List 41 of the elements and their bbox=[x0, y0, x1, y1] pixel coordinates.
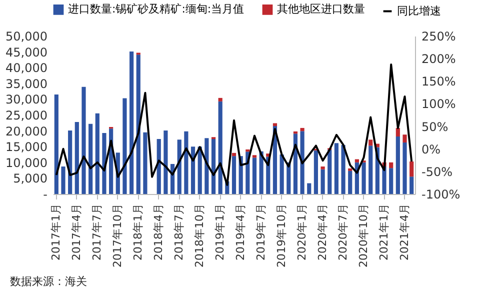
legend-label: 同比增速 bbox=[397, 4, 441, 18]
y-tick-label: 15,000 bbox=[6, 140, 48, 154]
x-tick-label: 2019年1月 bbox=[213, 204, 226, 260]
x-tick-label: 2018年7月 bbox=[172, 204, 186, 260]
x-tick-label: 2020年7月 bbox=[336, 204, 350, 260]
x-tick-label: 2021年4月 bbox=[398, 204, 411, 260]
y-tick-label: 5,000 bbox=[13, 172, 48, 186]
y2-tick-label: -50% bbox=[422, 164, 453, 179]
x-tick-label: 2020年1月 bbox=[295, 204, 308, 260]
source-note: 数据来源：海关 bbox=[10, 274, 87, 289]
x-tick-label: 2018年1月 bbox=[131, 204, 144, 260]
x-tick-label: 2019年7月 bbox=[254, 204, 268, 260]
x-tick-label: 2017年7月 bbox=[90, 204, 104, 260]
y-tick-label: 10,000 bbox=[6, 156, 48, 170]
x-tick-label: 2018年10月 bbox=[192, 204, 206, 268]
y-tick-label: 45,000 bbox=[6, 45, 48, 60]
y-tick-label: 20,000 bbox=[6, 124, 48, 138]
x-tick-label: 2018年4月 bbox=[152, 204, 165, 260]
x-tick-label: 2017年4月 bbox=[70, 204, 83, 260]
x-tick-label: 2020年10月 bbox=[356, 204, 370, 268]
y2-tick-label: -100% bbox=[422, 188, 460, 202]
y-tick-label: 35,000 bbox=[6, 76, 48, 91]
y2-tick-label: 100% bbox=[422, 97, 456, 112]
y-tick-label: 25,000 bbox=[6, 108, 48, 122]
y2-tick-label: 0% bbox=[422, 142, 441, 156]
y-tick-label: - bbox=[43, 188, 48, 202]
legend-label: 其他地区进口数量 bbox=[277, 2, 365, 16]
y-tick-label: 40,000 bbox=[6, 61, 48, 76]
y2-tick-label: 200% bbox=[422, 52, 456, 66]
x-tick-label: 2019年10月 bbox=[274, 204, 288, 268]
y2-tick-label: 50% bbox=[422, 120, 448, 134]
x-tick-label: 2020年4月 bbox=[316, 204, 329, 260]
x-tick-label: 2017年1月 bbox=[49, 204, 62, 260]
y2-tick-label: 150% bbox=[422, 74, 456, 89]
x-tick-label: 2019年4月 bbox=[234, 204, 247, 260]
x-tick-label: 2017年10月 bbox=[110, 204, 124, 268]
x-tick-label: 2021年1月 bbox=[377, 204, 390, 260]
y-tick-label: 30,000 bbox=[6, 92, 48, 107]
y-tick-label: 50,000 bbox=[6, 30, 48, 44]
legend-label: 进口数量:锡矿砂及精矿:缅甸:当月值 bbox=[68, 2, 244, 16]
y2-tick-label: 250% bbox=[422, 30, 456, 44]
